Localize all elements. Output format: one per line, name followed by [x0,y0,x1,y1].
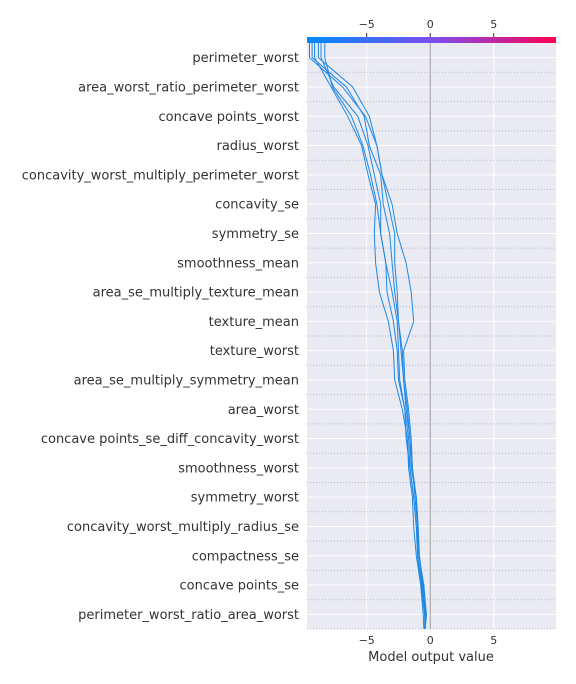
bottom-tick-label: −5 [359,634,375,647]
feature-label: symmetry_worst [191,491,299,506]
feature-label: area_se_multiply_texture_mean [93,286,299,301]
decision-line [317,43,427,630]
feature-label: area_worst_ratio_perimeter_worst [78,80,299,95]
plot-background [307,43,556,629]
feature-label: area_se_multiply_symmetry_mean [74,373,299,388]
feature-label: perimeter_worst [192,51,299,66]
decision-lines [309,43,427,630]
decision-line [324,43,426,630]
feature-label: concavity_worst_multiply_perimeter_worst [22,168,299,183]
feature-label: symmetry_se [212,227,299,242]
colorbar [307,37,556,43]
feature-label: area_worst [228,403,299,418]
feature-label: perimeter_worst_ratio_area_worst [78,608,299,623]
bottom-tick-label: 0 [427,634,434,647]
horizontal-gridlines [307,57,556,630]
top-tick-label: 0 [427,18,434,31]
feature-label: compactness_se [192,549,299,564]
feature-label: concave points_se [180,579,299,594]
top-axis-ticks: −5 0 5 [359,18,497,37]
top-tick-label: −5 [359,18,375,31]
feature-label: texture_worst [210,344,299,359]
decision-line [309,43,427,630]
feature-label: radius_worst [217,139,300,154]
decision-line [311,43,426,630]
feature-label: concave points_se_diff_concavity_worst [41,432,299,447]
feature-label: smoothness_worst [178,461,299,476]
feature-labels: perimeter_worst area_worst_ratio_perimete… [22,51,299,623]
feature-label: concavity_worst_multiply_radius_se [67,520,299,535]
bottom-tick-label: 5 [490,634,497,647]
top-tick-label: 5 [490,18,497,31]
feature-label: texture_mean [209,315,299,330]
feature-label: concave points_worst [158,110,299,125]
x-axis-label: Model output value [368,650,494,665]
decision-line [314,43,425,630]
feature-label: concavity_se [215,198,299,213]
bottom-axis-ticks: −5 0 5 [359,634,498,647]
feature-label: smoothness_mean [177,256,299,271]
